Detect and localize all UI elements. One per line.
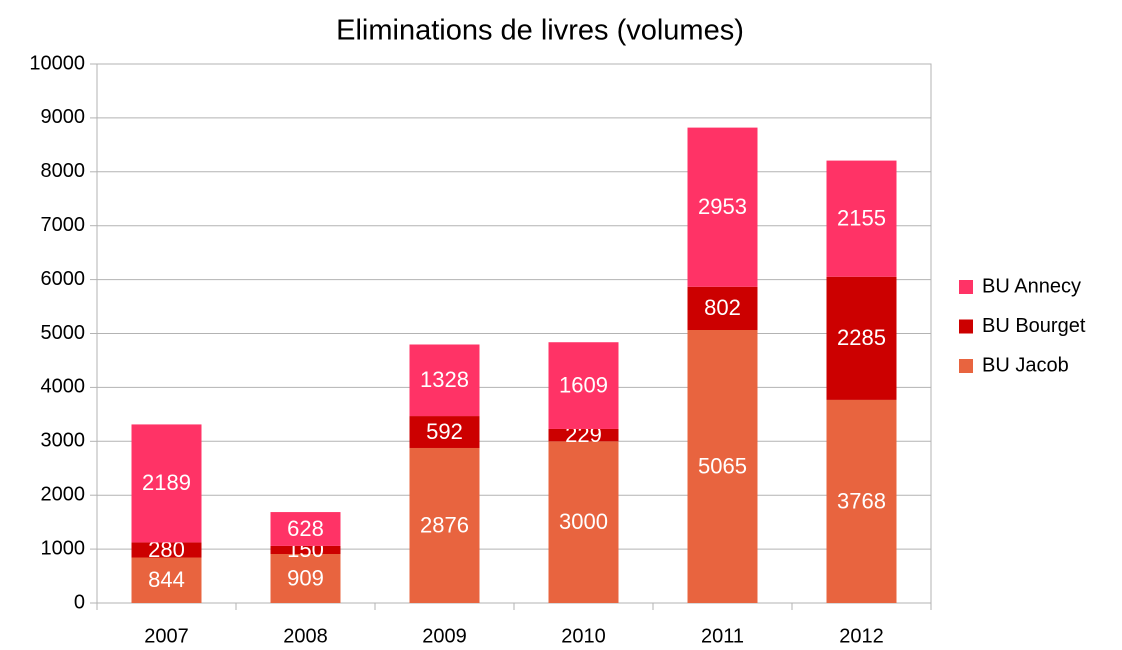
y-tick-label: 10000 [29,52,85,74]
y-tick-label: 2000 [41,483,86,505]
bar-segment [131,424,202,543]
bar-segment [826,160,897,277]
y-tick-label: 3000 [41,430,86,452]
y-tick-label: 5000 [41,322,86,344]
data-label: 2285 [837,325,886,350]
bar-segment [687,329,758,603]
data-label: 2876 [420,512,469,537]
legend-label: BU Annecy [982,275,1081,297]
data-label: 5065 [698,453,747,478]
y-tick-label: 7000 [41,214,86,236]
bar-segment [548,342,619,429]
data-label: 844 [148,567,185,592]
data-label: 909 [287,565,324,590]
bar-segment [687,286,758,330]
bar-segment [270,554,341,603]
data-label: 1609 [559,372,608,397]
data-label: 2155 [837,205,886,230]
bar-segment [270,512,341,546]
data-label: 802 [704,295,741,320]
data-label: 1328 [420,367,469,392]
bar-segment [548,441,619,603]
data-label: 3768 [837,488,886,513]
y-tick-label: 4000 [41,376,86,398]
bar-segment [131,542,202,558]
bar-segment [409,344,480,417]
x-tick-label: 2008 [283,625,328,647]
bar-segment [409,416,480,448]
chart-title: Eliminations de livres (volumes) [336,15,744,47]
x-tick-label: 2012 [839,625,884,647]
y-tick-label: 0 [74,591,85,613]
data-label: 628 [287,516,324,541]
y-tick-label: 8000 [41,160,86,182]
legend-swatch [959,280,973,294]
bar-segment [826,276,897,400]
data-label: 2953 [698,194,747,219]
bar-segment [826,399,897,603]
data-label: 3000 [559,509,608,534]
y-tick-label: 9000 [41,106,86,128]
legend-swatch [959,359,973,373]
data-label: 2189 [142,470,191,495]
legend-label: BU Jacob [982,354,1069,376]
y-tick-label: 6000 [41,268,86,290]
bar-segment [687,127,758,287]
data-label: 592 [426,419,463,444]
y-tick-label: 1000 [41,537,86,559]
x-tick-label: 2011 [701,625,744,647]
bar-segment [409,447,480,603]
x-tick-label: 2009 [422,625,467,647]
bar-segment [270,545,341,555]
legend-label: BU Bourget [982,315,1086,337]
bar-segment [548,428,619,442]
x-tick-label: 2010 [561,625,606,647]
legend-swatch [959,319,973,334]
bar-segment [131,557,202,603]
x-tick-label: 2007 [144,625,189,647]
